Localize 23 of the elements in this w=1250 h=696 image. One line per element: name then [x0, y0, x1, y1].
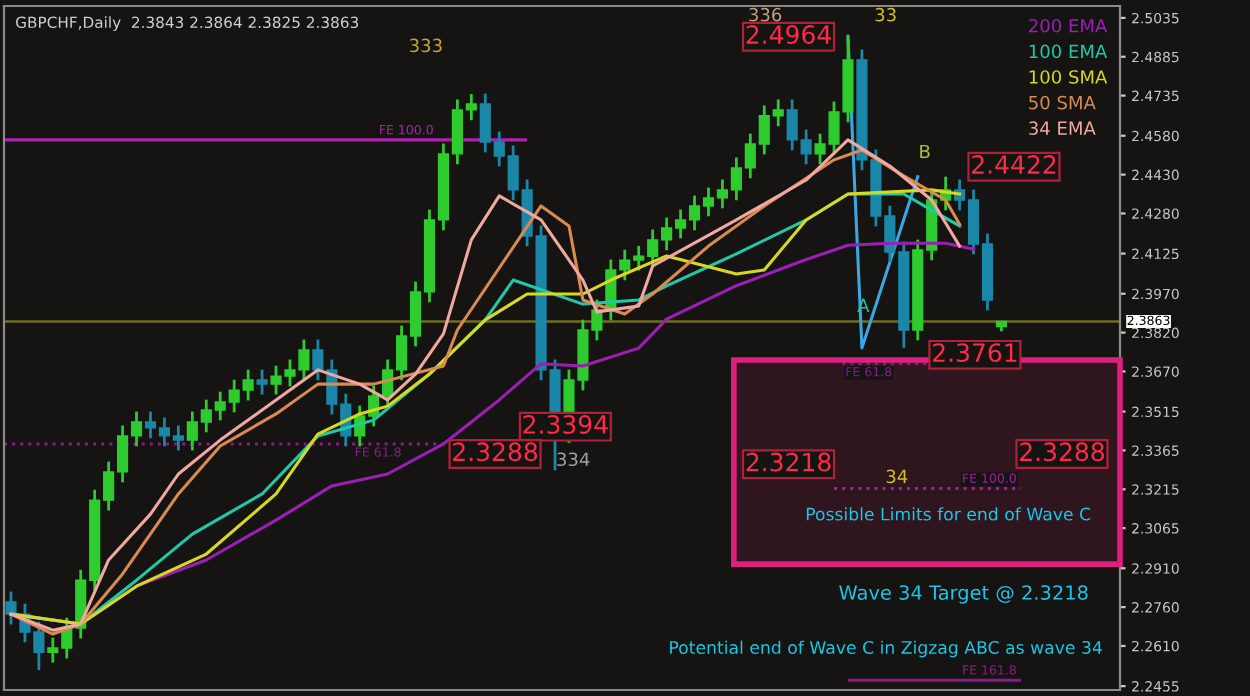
- annotation: 2.3394: [523, 415, 608, 434]
- candlestick: [5, 590, 17, 626]
- text: 200 EMA: [1029, 18, 1108, 33]
- annotation: 33: [875, 7, 896, 22]
- annotation: Potential end of Wave C in Zigzag ABC as wave 34: [670, 640, 1102, 658]
- annotation: Wave 34 Target @ 2.3218: [839, 585, 1088, 604]
- annotation: 2.3288: [1020, 442, 1104, 462]
- candlestick: [256, 368, 268, 396]
- annotation: 334: [557, 452, 590, 467]
- text: 50 SMA: [1029, 95, 1096, 110]
- text: 100 SMA: [1029, 70, 1108, 84]
- annotation: 34: [886, 469, 908, 484]
- annotation: B: [920, 144, 930, 159]
- annotation: 336: [749, 7, 782, 22]
- annotation: 2.3761: [933, 343, 1017, 363]
- text: 100 EMA: [1029, 44, 1108, 59]
- text: 34 EMA: [1029, 121, 1096, 136]
- annotation: 2.3218: [746, 452, 831, 472]
- annotation: Possible Limits for end of Wave C: [806, 507, 1091, 521]
- annotation: 2.3288: [453, 442, 538, 462]
- annotation: 2.4964: [746, 25, 831, 45]
- annotation: 333: [409, 38, 442, 53]
- annotation: 2.4422: [972, 155, 1056, 174]
